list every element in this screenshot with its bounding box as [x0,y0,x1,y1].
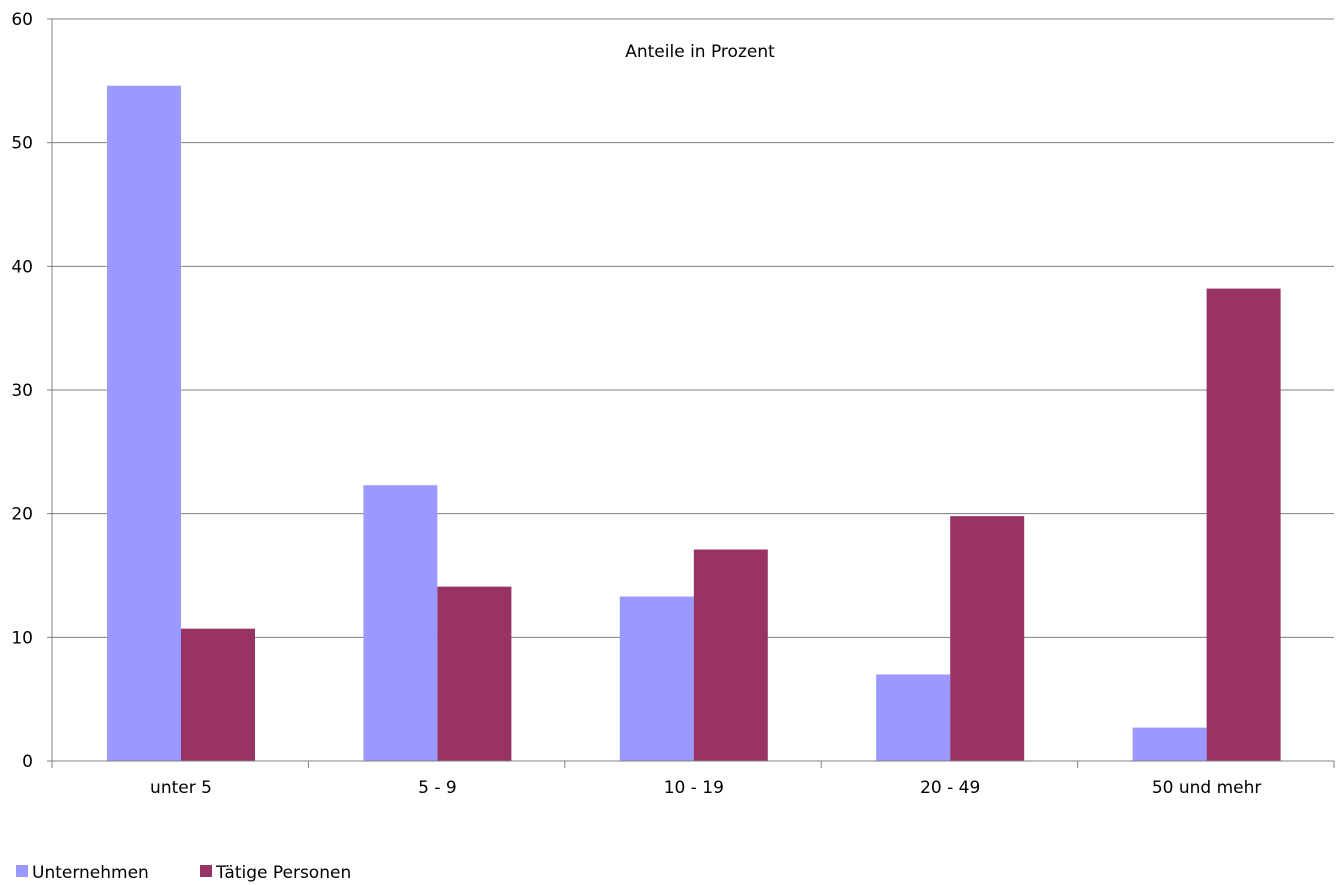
y-tick-label: 60 [11,10,33,30]
x-axis-ticks: unter 5 5 - 9 10 - 19 20 - 49 50 und mehr [51,761,1335,798]
bar-taetige-personen [437,586,512,761]
x-tick-label: 10 - 19 [664,778,724,798]
legend-label: Unternehmen [32,863,149,883]
gridlines [52,18,1334,638]
x-tick-label: unter 5 [150,778,212,798]
bar-unternehmen [363,485,438,761]
x-tick-label: 20 - 49 [920,778,980,798]
y-axis-ticks: 0 10 20 30 40 50 60 [11,10,52,772]
legend: Unternehmen Tätige Personen [16,863,351,883]
legend-swatch [200,865,212,877]
y-tick-label: 20 [11,505,33,525]
y-tick-label: 30 [11,381,33,401]
bar-taetige-personen [181,628,255,761]
legend-swatch [16,865,28,877]
y-tick-label: 50 [11,134,33,154]
chart-title: Anteile in Prozent [625,42,775,62]
bar-taetige-personen [693,549,768,761]
bar-unternehmen [619,596,694,761]
bar-unternehmen [1132,727,1207,761]
bars [107,85,1281,761]
y-tick-label: 10 [11,628,33,648]
x-tick-label: 50 und mehr [1152,778,1262,798]
bar-unternehmen [107,85,181,761]
bar-taetige-personen [950,516,1025,761]
bar-unternehmen [876,674,951,761]
y-tick-label: 0 [22,752,33,772]
x-tick-label: 5 - 9 [418,778,457,798]
bar-taetige-personen [1206,288,1281,761]
y-tick-label: 40 [11,257,33,277]
legend-label: Tätige Personen [215,863,351,883]
